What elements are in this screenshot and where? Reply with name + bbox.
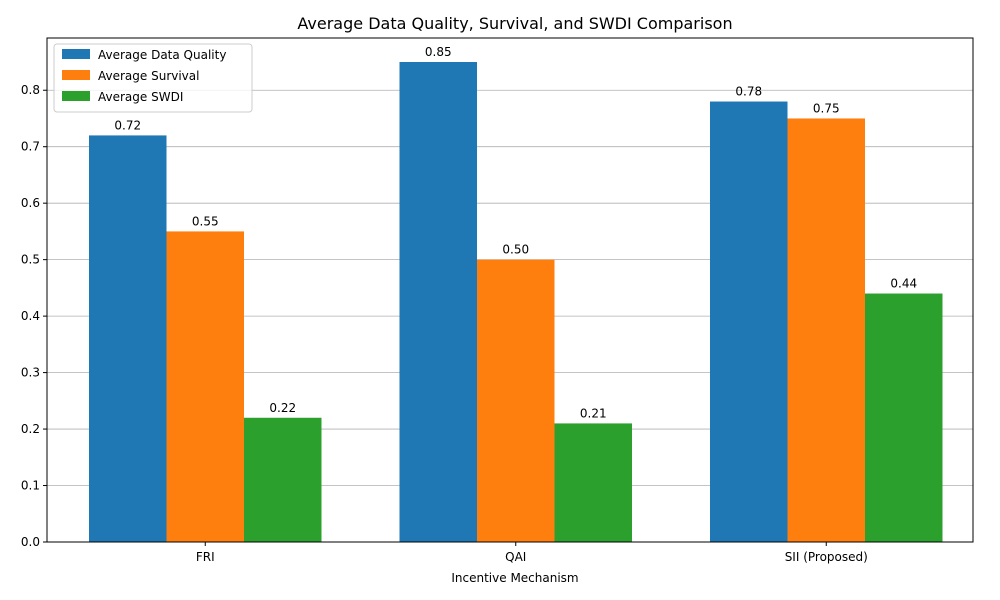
- data-label: 0.21: [580, 406, 607, 420]
- x-axis-label: Incentive Mechanism: [451, 571, 578, 585]
- bar: [554, 423, 632, 542]
- data-label: 0.78: [735, 85, 762, 99]
- y-axis: 0.0 0.1 0.2 0.3 0.4 0.5 0.6 0.7 0.8: [21, 83, 47, 549]
- data-label: 0.55: [192, 214, 219, 228]
- bar: [865, 293, 943, 542]
- data-label: 0.44: [890, 277, 917, 291]
- x-tick-label: SII (Proposed): [785, 550, 868, 564]
- legend: Average Data Quality Average Survival Aver…: [53, 43, 253, 113]
- y-tick-label: 0.5: [21, 253, 40, 267]
- x-axis: FRI QAI SII (Proposed): [196, 542, 868, 564]
- legend-label: Average Survival: [98, 69, 199, 83]
- x-tick-label: FRI: [196, 550, 215, 564]
- y-tick-label: 0.8: [21, 83, 40, 97]
- data-label: 0.50: [502, 243, 529, 257]
- bar: [399, 62, 477, 542]
- bars: [89, 62, 943, 543]
- bar: [787, 118, 865, 543]
- x-tick-label: QAI: [505, 550, 526, 564]
- y-tick-label: 0.2: [21, 422, 40, 436]
- legend-box: [53, 43, 253, 113]
- legend-label: Average Data Quality: [98, 48, 226, 62]
- bar: [710, 101, 788, 542]
- bar: [477, 259, 555, 542]
- data-label: 0.75: [813, 101, 840, 115]
- chart-title: Average Data Quality, Survival, and SWDI…: [297, 14, 732, 33]
- legend-swatch: [62, 70, 90, 80]
- data-labels: 0.72 0.55 0.22 0.85 0.50 0.21 0.78 0.75 0.44: [114, 45, 917, 420]
- y-tick-label: 0.1: [21, 479, 40, 493]
- data-label: 0.72: [114, 118, 141, 132]
- y-tick-label: 0.7: [21, 140, 40, 154]
- legend-swatch: [62, 49, 90, 59]
- bar: [166, 231, 244, 543]
- data-label: 0.22: [269, 401, 296, 415]
- legend-swatch: [62, 91, 90, 101]
- bar: [89, 135, 167, 543]
- y-tick-label: 0.4: [21, 309, 40, 323]
- bar: [244, 417, 322, 542]
- y-tick-label: 0.0: [21, 535, 40, 549]
- plot-frame: [46, 37, 974, 543]
- y-tick-label: 0.3: [21, 366, 40, 380]
- data-label: 0.85: [425, 45, 452, 59]
- y-tick-label: 0.6: [21, 196, 40, 210]
- legend-label: Average SWDI: [98, 90, 183, 104]
